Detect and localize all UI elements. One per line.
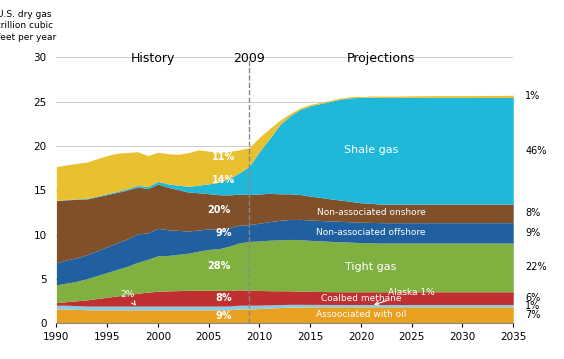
Text: History: History [131,52,175,65]
Text: 11%: 11% [212,152,236,162]
Text: 20%: 20% [207,205,231,215]
Text: Net imports: Net imports [312,89,369,99]
Text: 1%: 1% [526,91,541,101]
Text: 46%: 46% [526,146,547,156]
Text: Alaska 1%: Alaska 1% [375,288,435,305]
Text: 2%: 2% [120,290,135,305]
Text: 7%: 7% [526,310,541,320]
Text: 9%: 9% [215,228,232,238]
Text: 8%: 8% [526,208,541,218]
Text: Tight gas: Tight gas [345,262,397,272]
Text: 22%: 22% [526,262,547,272]
Text: Shale gas: Shale gas [344,145,398,155]
Text: 28%: 28% [207,261,231,271]
Text: 9%: 9% [526,228,541,238]
Text: 2009: 2009 [233,52,265,65]
Text: 6%: 6% [526,293,541,303]
Text: Assoociated with oil: Assoociated with oil [316,311,406,320]
Text: U.S. dry gas
trillion cubic
feet per year: U.S. dry gas trillion cubic feet per yea… [0,10,56,42]
Text: 8%: 8% [215,293,232,303]
Text: 1%: 1% [526,300,541,311]
Text: Non-associated onshore: Non-associated onshore [317,208,425,217]
Text: 9%: 9% [215,311,232,321]
Text: 14%: 14% [212,175,236,185]
Text: Coalbed methane: Coalbed methane [321,294,401,303]
Text: Projections: Projections [347,52,416,65]
Text: Non-associated offshore: Non-associated offshore [316,228,426,237]
